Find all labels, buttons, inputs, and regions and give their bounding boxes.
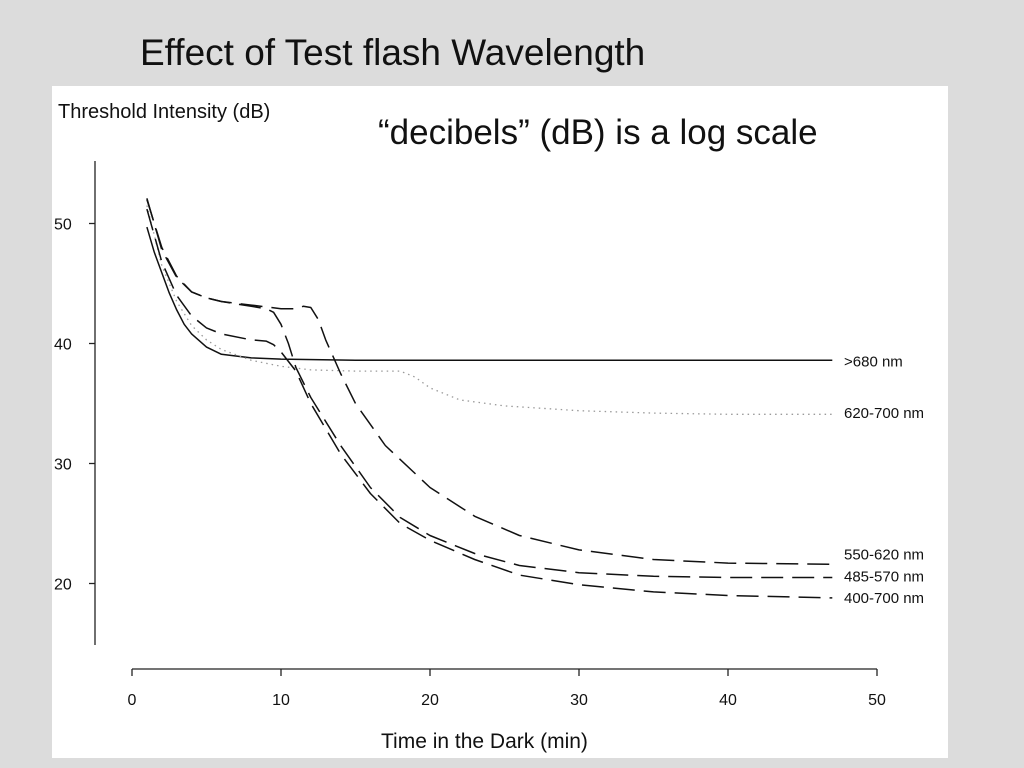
x-tick-label: 40 [719,692,737,709]
series-line [146,205,833,415]
log-scale-annotation: “decibels” (dB) is a log scale [378,113,818,152]
y-tick-label: 40 [54,337,72,354]
x-tick-label: 10 [272,692,290,709]
series-line [146,208,833,599]
line-chart: 20 30 40 50 0 10 20 30 40 50 >680 nm 620-700 nm 550-… [54,161,924,709]
y-tick-label: 20 [54,577,72,594]
series-line [146,226,833,362]
series-label: >680 nm [844,354,903,371]
x-tick-label: 30 [570,692,588,709]
x-tick-label: 20 [421,692,439,709]
y-tick-label: 50 [54,217,72,234]
series-label: 620-700 nm [844,405,924,422]
series-line [146,198,833,579]
x-tick-label: 0 [128,692,137,709]
series-label: 550-620 nm [844,547,924,564]
y-tick-label: 30 [54,457,72,474]
slide-title: Effect of Test flash Wavelength [140,32,646,73]
series-line [146,199,833,566]
series-label: 485-570 nm [844,568,924,585]
x-tick-label: 50 [868,692,886,709]
chart-panel: Threshold Intensity (dB) “decibels” (dB)… [52,86,948,758]
x-axis-title: Time in the Dark (min) [381,730,588,753]
y-axis-title: Threshold Intensity (dB) [58,101,271,123]
series-label: 400-700 nm [844,590,924,607]
